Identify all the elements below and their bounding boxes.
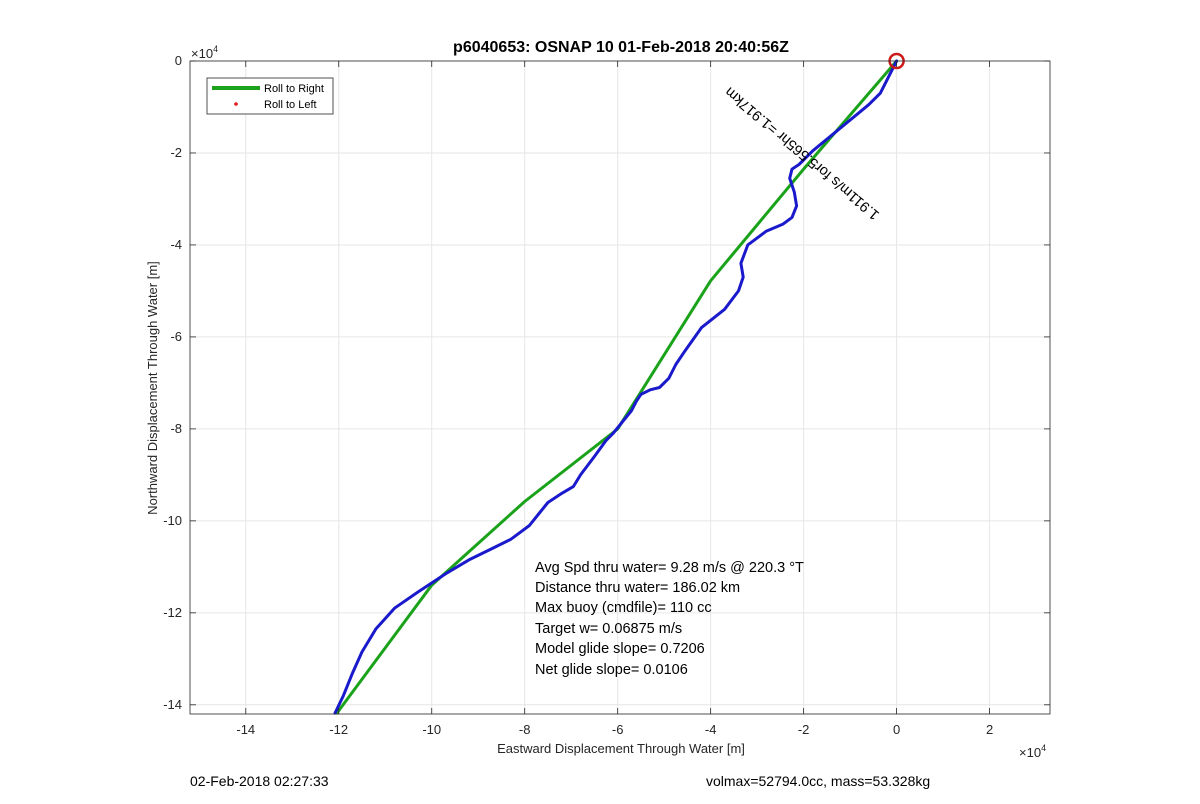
- x-exponent-power: 4: [1041, 743, 1046, 753]
- axes-background: [190, 61, 1050, 714]
- footer-mass-info: volmax=52794.0cc, mass=53.328kg: [706, 773, 931, 789]
- legend-roll-right-label: Roll to Right: [264, 83, 324, 95]
- svg-text:×104: ×104: [191, 44, 218, 61]
- y-tick-label: -4: [170, 237, 182, 252]
- footer-timestamp: 02-Feb-2018 02:27:33: [190, 773, 329, 789]
- y-tick-label: -8: [170, 421, 182, 436]
- plot-area: -14 -12 -10 -8 -6 -4 -2 0 2 0 -2 -4 -6 -8 -10 -12 -14: [163, 52, 1051, 737]
- x-exponent-base: ×10: [1019, 745, 1041, 760]
- stat-distance: Distance thru water= 186.02 km: [535, 580, 740, 596]
- legend-roll-left-label: Roll to Left: [264, 99, 317, 111]
- x-tick-label: -6: [612, 722, 624, 737]
- x-tick-label: 0: [893, 722, 900, 737]
- y-exponent-power: 4: [213, 44, 218, 54]
- y-exponent-base: ×10: [191, 46, 213, 61]
- legend-roll-left-swatch: [234, 102, 238, 106]
- y-axis-label: Northward Displacement Through Water [m]: [145, 261, 160, 515]
- svg-text:×104: ×104: [1019, 743, 1046, 760]
- y-tick-label: 0: [175, 53, 182, 68]
- x-tick-label: -2: [798, 722, 810, 737]
- y-tick-label: -10: [163, 513, 182, 528]
- legend[interactable]: Roll to Right Roll to Left: [206, 77, 334, 115]
- y-tick-label: -2: [170, 145, 182, 160]
- x-tick-label: -12: [329, 722, 348, 737]
- y-tick-label: -14: [163, 697, 182, 712]
- stat-model-glide-slope: Model glide slope= 0.7206: [535, 641, 705, 657]
- stat-target-w: Target w= 0.06875 m/s: [535, 621, 682, 637]
- x-tick-label: -14: [236, 722, 255, 737]
- ticks: -14 -12 -10 -8 -6 -4 -2 0 2 0 -2 -4 -6 -8 -10 -12 -14: [163, 53, 1050, 737]
- axes-box: [189, 60, 1051, 715]
- stat-max-buoy: Max buoy (cmdfile)= 110 cc: [535, 600, 712, 616]
- x-axis-label: Eastward Displacement Through Water [m]: [497, 741, 745, 756]
- x-tick-label: 2: [986, 722, 993, 737]
- x-tick-label: -4: [705, 722, 717, 737]
- stat-net-glide-slope: Net glide slope= 0.0106: [535, 662, 688, 678]
- legend-box: [206, 77, 334, 115]
- y-tick-label: -12: [163, 605, 182, 620]
- x-tick-label: -10: [422, 722, 441, 737]
- stat-avg-speed: Avg Spd thru water= 9.28 m/s @ 220.3 °T: [535, 560, 804, 576]
- chart-title: p6040653: OSNAP 10 01-Feb-2018 20:40:56Z: [453, 39, 789, 56]
- y-exponent-label: ×104: [191, 44, 218, 61]
- series-track-line: [333, 59, 899, 715]
- y-tick-label: -6: [170, 329, 182, 344]
- stats-annotations: Avg Spd thru water= 9.28 m/s @ 220.3 °T …: [535, 560, 804, 678]
- x-tick-label: -8: [519, 722, 531, 737]
- x-exponent-label: ×104: [1019, 743, 1046, 760]
